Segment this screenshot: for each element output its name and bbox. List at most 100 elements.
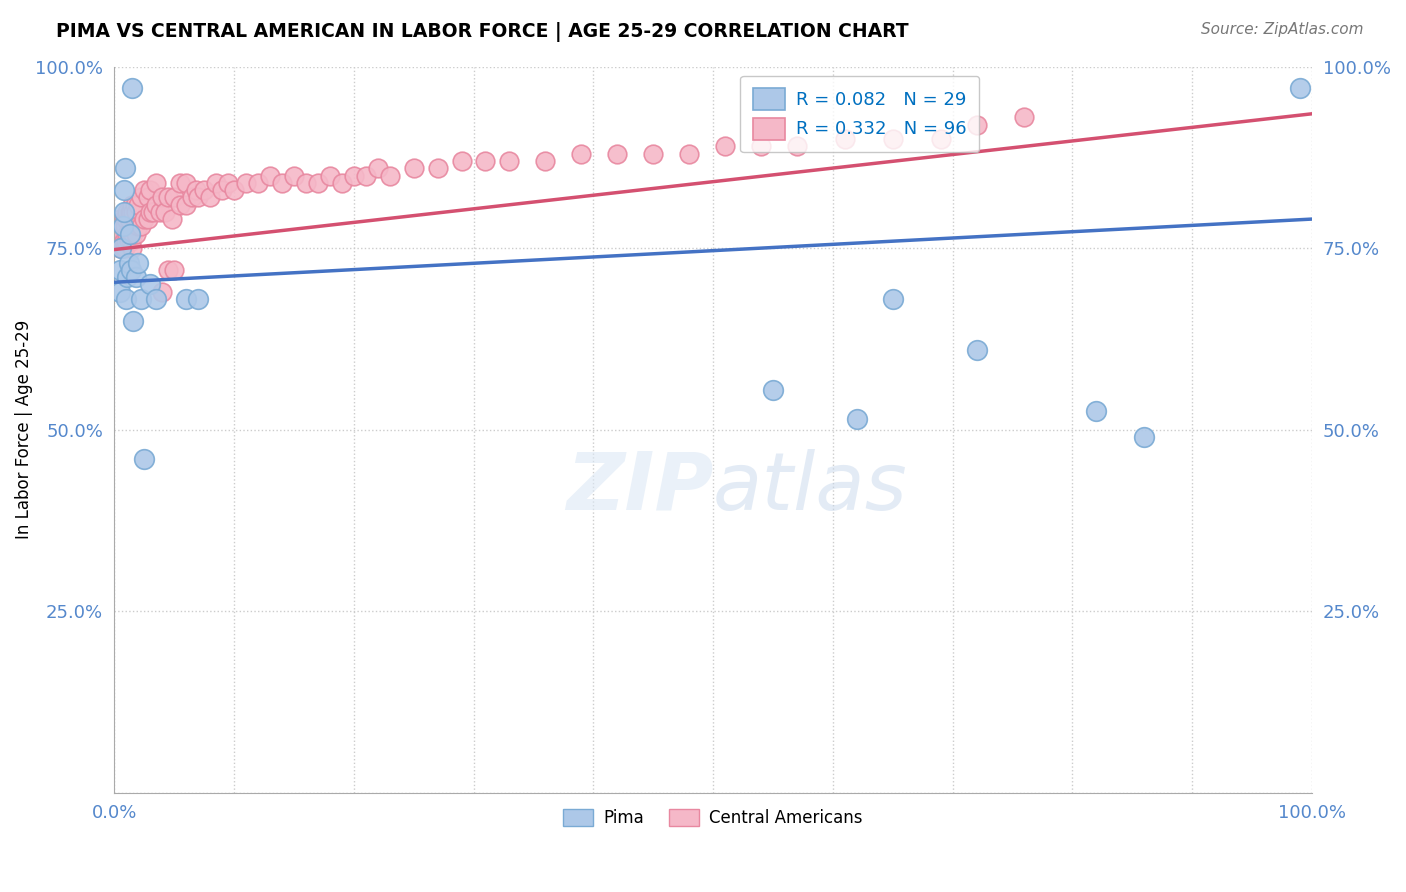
Point — [845, 411, 868, 425]
Point — [181, 190, 204, 204]
Text: atlas: atlas — [713, 449, 908, 526]
Point — [145, 292, 167, 306]
Point — [205, 176, 228, 190]
Point — [882, 292, 904, 306]
Point — [174, 197, 197, 211]
Point — [114, 219, 136, 234]
Point — [134, 212, 156, 227]
Point — [678, 146, 700, 161]
Point — [160, 212, 183, 227]
Point — [150, 190, 173, 204]
Point — [169, 197, 191, 211]
Point — [163, 263, 186, 277]
Point — [211, 183, 233, 197]
Point — [643, 146, 665, 161]
Point — [1133, 430, 1156, 444]
Point — [114, 161, 136, 176]
Point — [129, 292, 152, 306]
Point — [108, 285, 131, 299]
Point — [157, 190, 180, 204]
Point — [145, 176, 167, 190]
Point — [117, 255, 139, 269]
Point — [124, 219, 146, 234]
Point — [1085, 404, 1108, 418]
Point — [127, 197, 149, 211]
Y-axis label: In Labor Force | Age 25-29: In Labor Force | Age 25-29 — [15, 320, 32, 540]
Point — [118, 227, 141, 241]
Point — [139, 183, 162, 197]
Point — [184, 183, 207, 197]
Point — [157, 263, 180, 277]
Point — [111, 227, 134, 241]
Point — [749, 139, 772, 153]
Point — [111, 219, 134, 234]
Point — [134, 451, 156, 466]
Point — [283, 169, 305, 183]
Point — [1289, 81, 1312, 95]
Point — [246, 176, 269, 190]
Point — [153, 204, 176, 219]
Point — [117, 270, 139, 285]
Point — [534, 153, 557, 168]
Point — [786, 139, 808, 153]
Point — [834, 132, 856, 146]
Point — [108, 212, 131, 227]
Point — [112, 183, 135, 197]
Point — [118, 227, 141, 241]
Point — [129, 219, 152, 234]
Point — [378, 169, 401, 183]
Point — [120, 204, 142, 219]
Point — [112, 234, 135, 248]
Point — [125, 270, 148, 285]
Point — [319, 169, 342, 183]
Point — [259, 169, 281, 183]
Point — [606, 146, 628, 161]
Point — [187, 190, 209, 204]
Point — [121, 197, 143, 211]
Point — [187, 292, 209, 306]
Point — [120, 263, 142, 277]
Text: Source: ZipAtlas.com: Source: ZipAtlas.com — [1201, 22, 1364, 37]
Point — [110, 219, 132, 234]
Point — [149, 204, 172, 219]
Point — [307, 176, 329, 190]
Point — [193, 183, 215, 197]
Point — [127, 219, 149, 234]
Point — [426, 161, 449, 176]
Point — [121, 241, 143, 255]
Point — [343, 169, 366, 183]
Point — [136, 190, 159, 204]
Point — [367, 161, 389, 176]
Point — [112, 212, 135, 227]
Point — [127, 255, 149, 269]
Point — [122, 314, 145, 328]
Point — [117, 227, 139, 241]
Point — [108, 263, 131, 277]
Point — [169, 176, 191, 190]
Point — [762, 383, 785, 397]
Point — [174, 176, 197, 190]
Point — [129, 190, 152, 204]
Point — [118, 204, 141, 219]
Point — [108, 234, 131, 248]
Point — [163, 190, 186, 204]
Point — [122, 227, 145, 241]
Point — [270, 176, 292, 190]
Point — [117, 234, 139, 248]
Point — [450, 153, 472, 168]
Point — [174, 292, 197, 306]
Point — [110, 241, 132, 255]
Text: ZIP: ZIP — [565, 449, 713, 526]
Point — [966, 118, 988, 132]
Point — [569, 146, 592, 161]
Point — [498, 153, 520, 168]
Text: PIMA VS CENTRAL AMERICAN IN LABOR FORCE | AGE 25-29 CORRELATION CHART: PIMA VS CENTRAL AMERICAN IN LABOR FORCE … — [56, 22, 908, 42]
Point — [966, 343, 988, 357]
Point — [354, 169, 377, 183]
Legend: Pima, Central Americans: Pima, Central Americans — [555, 800, 870, 835]
Point — [125, 204, 148, 219]
Point — [115, 292, 138, 306]
Point — [882, 132, 904, 146]
Point — [235, 176, 257, 190]
Point — [108, 219, 131, 234]
